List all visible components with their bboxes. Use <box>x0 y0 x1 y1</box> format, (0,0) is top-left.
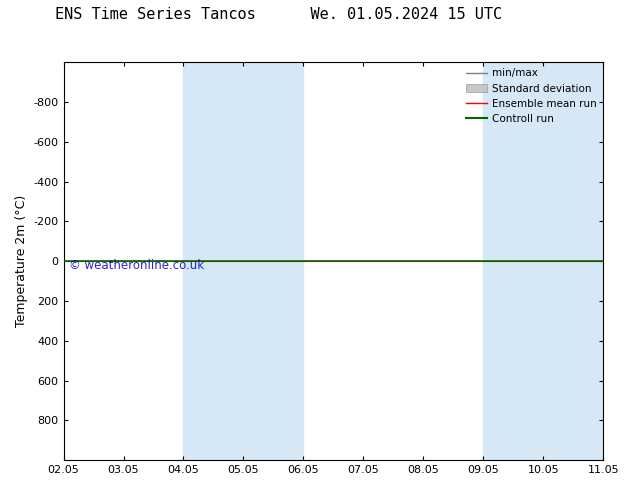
Y-axis label: Temperature 2m (°C): Temperature 2m (°C) <box>15 195 28 327</box>
Bar <box>543 62 603 460</box>
Bar <box>183 62 243 460</box>
Text: ENS Time Series Tancos      We. 01.05.2024 15 UTC: ENS Time Series Tancos We. 01.05.2024 15… <box>55 7 503 23</box>
Bar <box>483 62 543 460</box>
Text: © weatheronline.co.uk: © weatheronline.co.uk <box>69 259 204 272</box>
Bar <box>243 62 304 460</box>
Legend: min/max, Standard deviation, Ensemble mean run, Controll run: min/max, Standard deviation, Ensemble me… <box>462 64 601 128</box>
